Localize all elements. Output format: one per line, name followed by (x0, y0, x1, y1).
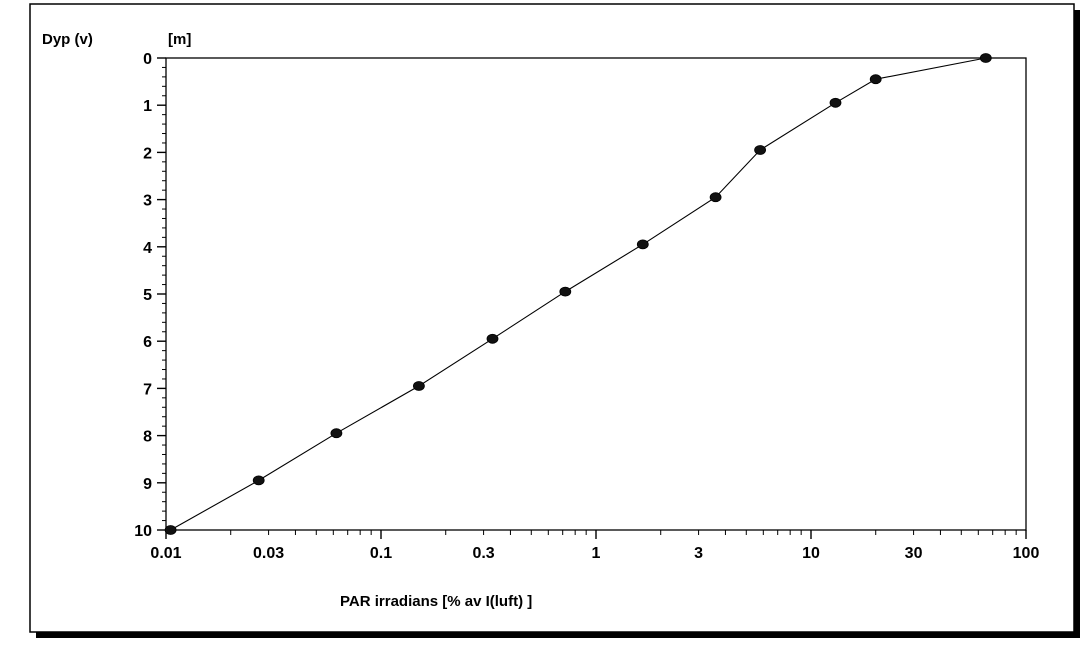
data-point (559, 286, 572, 297)
y-tick-label: 6 (143, 334, 152, 351)
data-point (164, 525, 177, 535)
data-point (330, 428, 343, 439)
x-tick-label: 100 (1013, 545, 1040, 562)
y-tick-label: 0 (143, 51, 152, 68)
data-point (869, 74, 882, 85)
y-axis-label: Dyp (v) (42, 31, 93, 48)
x-axis-label: PAR irradians [% av I(luft) ] (340, 593, 532, 610)
data-point (636, 239, 649, 250)
data-point (709, 192, 722, 203)
x-tick-label: 1 (592, 545, 601, 562)
y-tick-label: 2 (143, 145, 152, 162)
data-point (252, 475, 265, 486)
x-tick-label: 0.03 (253, 545, 284, 562)
series-line (170, 57, 986, 531)
y-tick-label: 5 (143, 287, 152, 304)
x-tick-label: 0.1 (370, 545, 392, 562)
y-tick-label: 3 (143, 193, 152, 210)
data-point (979, 53, 992, 63)
x-tick-label: 0.01 (150, 545, 181, 562)
data-point (412, 381, 425, 391)
y-tick-label: 10 (134, 523, 152, 540)
x-tick-label: 10 (802, 545, 820, 562)
y-axis-unit: [m] (168, 31, 191, 48)
y-tick-label: 8 (143, 429, 152, 446)
data-point (829, 97, 842, 108)
y-tick-label: 4 (143, 240, 152, 257)
frame-border (29, 3, 1075, 633)
x-tick-label: 30 (905, 545, 923, 562)
data-point (754, 145, 766, 155)
axis-ticks (157, 57, 1027, 539)
y-tick-label: 7 (143, 381, 152, 398)
y-tick-label: 1 (143, 98, 152, 115)
axis-tick-labels: 0 1 2 3 4 5 6 7 8 9 10 0.01 0.03 0.1 0.3 1 3 10 30 100 (134, 51, 1039, 562)
data-point (486, 333, 499, 344)
x-tick-label: 3 (694, 545, 703, 562)
y-tick-label: 9 (143, 476, 152, 493)
x-tick-label: 0.3 (472, 545, 494, 562)
series-layer (164, 53, 992, 535)
